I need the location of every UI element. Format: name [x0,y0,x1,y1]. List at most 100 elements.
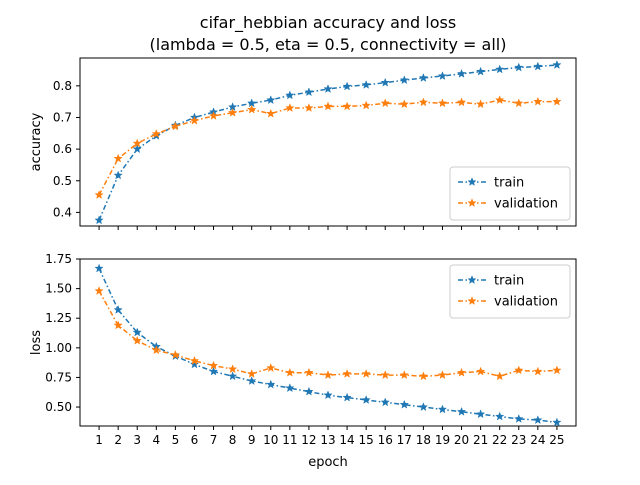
data-point-train [361,79,371,89]
x-tick-label: 4 [152,433,160,447]
x-tick-label: 14 [339,433,354,447]
x-tick-label: 12 [301,433,316,447]
data-point-train [304,87,314,97]
data-point-train [437,404,448,414]
data-point-train [266,379,276,389]
data-point-train [266,95,276,105]
data-point-train [94,263,104,273]
data-point-validation [151,345,161,355]
data-point-validation [285,367,295,377]
x-tick-label: 5 [172,433,180,447]
data-point-train [113,170,123,180]
data-point-train [189,359,200,369]
loss-panel: 0.500.751.001.251.501.751 2 3 4 5 6 7 8 9 10 11 12 1… [29,252,577,470]
legend-marker-train [467,275,477,284]
x-tick-label: 13 [320,433,335,447]
data-point-train [285,90,295,100]
data-point-train [113,305,123,314]
data-point-train [132,327,142,337]
data-point-validation [151,129,161,138]
data-point-train [208,366,219,376]
data-point-validation [495,371,505,381]
y-axis-label: accuracy [29,112,44,171]
data-point-train [94,215,104,225]
legend-marker-train [467,177,477,186]
legend-label-train: train [494,176,524,191]
data-point-validation [170,350,181,359]
data-point-train [304,386,314,396]
x-tick-label: 22 [492,433,507,447]
data-point-validation [533,96,543,106]
data-point-validation [266,363,276,372]
data-point-train [380,77,390,87]
x-tick-label: 25 [549,433,564,447]
y-axis-label: loss [29,330,44,355]
x-tick-label: 3 [133,433,141,447]
x-tick-label: 9 [248,433,256,447]
data-point-train [132,144,142,154]
data-point-validation [170,121,181,131]
data-point-train [475,409,486,419]
x-tick-label: 2 [114,433,122,447]
data-point-validation [189,115,200,125]
data-point-validation [418,371,429,381]
x-tick-label: 21 [473,433,488,447]
x-tick-label: 11 [282,433,297,447]
data-point-train [495,64,505,74]
y-tick-label: 0.4 [53,205,72,219]
y-tick-label: 1.75 [45,252,72,266]
y-tick-label: 0.75 [45,370,72,384]
data-point-validation [399,370,409,380]
data-point-validation [380,98,390,108]
data-point-train [514,413,524,423]
data-point-validation [533,366,543,376]
data-point-validation [189,355,200,365]
data-point-validation [361,368,371,378]
data-point-validation [514,365,524,375]
data-point-validation [361,100,371,110]
data-point-validation [113,153,123,163]
data-point-validation [266,108,276,118]
data-point-validation [247,104,257,114]
x-tick-label: 1 [95,433,103,447]
data-point-validation [342,101,352,111]
legend-marker-validation [467,198,477,207]
data-point-validation [456,97,467,107]
data-point-validation [247,368,257,378]
data-point-train [342,392,352,402]
data-point-train [399,75,409,85]
data-point-validation [94,190,104,199]
data-point-validation [552,96,562,106]
data-point-validation [380,370,390,380]
data-point-validation [285,103,295,112]
data-point-validation [132,138,142,148]
data-point-train [227,371,238,381]
y-tick-label: 1.00 [45,341,72,355]
data-point-train [285,383,295,393]
data-point-train [514,62,524,72]
x-tick-label: 17 [397,433,412,447]
x-axis-label: epoch [308,455,348,470]
data-point-train [437,71,448,81]
data-point-train [552,417,562,427]
data-point-validation [437,370,448,380]
data-point-validation [475,99,486,109]
data-point-train [361,395,371,404]
data-point-validation [208,360,219,370]
x-tick-label: 7 [210,433,218,447]
data-point-validation [208,110,219,120]
x-tick-label: 15 [359,433,374,447]
data-point-validation [227,364,238,374]
data-point-train [456,406,467,416]
x-tick-label: 19 [435,433,450,447]
chart-title-line2: (lambda = 0.5, eta = 0.5, connectivity =… [150,35,507,54]
x-tick-label: 18 [416,433,431,447]
x-tick-label: 24 [530,433,545,447]
legend-label-validation: validation [494,197,558,212]
legend-label-validation: validation [494,295,558,310]
y-tick-label: 0.8 [53,79,72,93]
y-tick-label: 0.7 [53,110,72,124]
data-point-validation [418,97,429,107]
x-tick-label: 20 [454,433,469,447]
